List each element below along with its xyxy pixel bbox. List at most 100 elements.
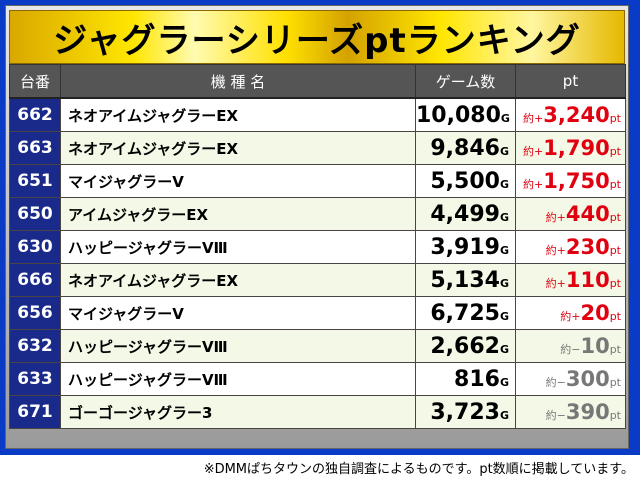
table-row: 666 ネオアイムジャグラーEX 5,134G 約+110pt [9, 263, 626, 297]
game-unit: G [499, 243, 509, 257]
pt-prefix: 約+ [523, 145, 544, 158]
table-row: 630 ハッピージャグラーⅤⅢ 3,919G 約+230pt [9, 230, 626, 264]
machine-name: マイジャグラーⅤ [60, 164, 416, 198]
game-count: 5,134G [415, 263, 516, 297]
game-unit: G [499, 342, 509, 356]
pt-prefix: 約+ [545, 211, 566, 224]
machine-number: 671 [9, 395, 61, 429]
pt-unit: pt [609, 112, 621, 125]
machine-name: ハッピージャグラーⅤⅢ [60, 329, 416, 363]
pt-prefix: 約+ [560, 310, 581, 323]
game-count: 6,725G [415, 296, 516, 330]
pt-value: 3,240 [543, 103, 610, 127]
table-row: 662 ネオアイムジャグラーEX 10,080G 約+3,240pt [9, 97, 626, 132]
game-unit: G [499, 144, 509, 158]
pt-unit: pt [609, 178, 621, 191]
game-count: 4,499G [415, 197, 516, 231]
pt-cell: 約+20pt [515, 296, 626, 330]
pt-unit: pt [609, 277, 621, 290]
pt-unit: pt [609, 343, 621, 356]
table-row: 633 ハッピージャグラーⅤⅢ 816G 約−300pt [9, 362, 626, 396]
table-row: 632 ハッピージャグラーⅤⅢ 2,662G 約−10pt [9, 329, 626, 363]
game-count: 3,723G [415, 395, 516, 429]
pt-unit: pt [609, 244, 621, 257]
machine-name: ゴーゴージャグラー3 [60, 395, 416, 429]
pt-cell: 約+110pt [515, 263, 626, 297]
game-count: 5,500G [415, 164, 516, 198]
pt-value: 20 [580, 301, 610, 325]
table-row: 663 ネオアイムジャグラーEX 9,846G 約+1,790pt [9, 131, 626, 165]
pt-unit: pt [609, 409, 621, 422]
pt-value: 10 [580, 334, 610, 358]
machine-name: ハッピージャグラーⅤⅢ [60, 230, 416, 264]
table-row: 650 アイムジャグラーEX 4,499G 約+440pt [9, 197, 626, 231]
game-unit: G [499, 408, 509, 422]
header-number: 台番 [9, 64, 61, 99]
pt-unit: pt [609, 211, 621, 224]
game-count: 3,919G [415, 230, 516, 264]
game-count-value: 6,725 [430, 300, 500, 326]
game-count-value: 10,080 [416, 102, 501, 128]
game-unit: G [499, 276, 509, 290]
game-unit: G [500, 111, 510, 125]
header-pt: pt [515, 64, 626, 99]
ranking-table: 台番 機 種 名 ゲーム数 pt 662 ネオアイムジャグラーEX 10,080… [9, 64, 626, 429]
game-count-value: 4,499 [430, 201, 500, 227]
pt-unit: pt [609, 376, 621, 389]
machine-name: アイムジャグラーEX [60, 197, 416, 231]
pt-cell: 約+230pt [515, 230, 626, 264]
game-count: 9,846G [415, 131, 516, 165]
machine-number: 630 [9, 230, 61, 264]
pt-prefix: 約− [545, 376, 566, 389]
pt-prefix: 約+ [523, 178, 544, 191]
pt-cell: 約−390pt [515, 395, 626, 429]
pt-cell: 約+1,750pt [515, 164, 626, 198]
pt-value: 1,790 [543, 136, 610, 160]
pt-value: 440 [565, 202, 610, 226]
pt-prefix: 約+ [545, 244, 566, 257]
machine-number: 632 [9, 329, 61, 363]
table-row: 651 マイジャグラーⅤ 5,500G 約+1,750pt [9, 164, 626, 198]
table-row: 671 ゴーゴージャグラー3 3,723G 約−390pt [9, 395, 626, 429]
game-count-value: 5,134 [430, 267, 500, 293]
footnote: ※DMMぱちタウンの独自調査によるものです。pt数順に掲載しています。 [203, 462, 634, 477]
game-unit: G [499, 210, 509, 224]
machine-number: 666 [9, 263, 61, 297]
machine-number: 651 [9, 164, 61, 198]
game-unit: G [499, 375, 509, 389]
pt-value: 1,750 [543, 169, 610, 193]
header-machine-name: 機 種 名 [60, 64, 416, 99]
pt-unit: pt [609, 310, 621, 323]
machine-name: ネオアイムジャグラーEX [60, 131, 416, 165]
machine-name: ハッピージャグラーⅤⅢ [60, 362, 416, 396]
pt-prefix: 約+ [523, 112, 544, 125]
pt-cell: 約+3,240pt [515, 97, 626, 132]
pt-unit: pt [609, 145, 621, 158]
pt-cell: 約+440pt [515, 197, 626, 231]
table-header: 台番 機 種 名 ゲーム数 pt [9, 64, 626, 99]
machine-number: 633 [9, 362, 61, 396]
game-count-value: 2,662 [430, 333, 500, 359]
pt-value: 300 [565, 367, 610, 391]
game-count-value: 5,500 [430, 168, 500, 194]
game-count: 816G [415, 362, 516, 396]
machine-number: 650 [9, 197, 61, 231]
game-count: 2,662G [415, 329, 516, 363]
pt-cell: 約−10pt [515, 329, 626, 363]
pt-cell: 約−300pt [515, 362, 626, 396]
pt-cell: 約+1,790pt [515, 131, 626, 165]
table-row: 656 マイジャグラーⅤ 6,725G 約+20pt [9, 296, 626, 330]
game-count-value: 3,919 [430, 234, 500, 260]
machine-number: 663 [9, 131, 61, 165]
game-count-value: 9,846 [430, 135, 500, 161]
pt-prefix: 約− [560, 343, 581, 356]
machine-number: 656 [9, 296, 61, 330]
pt-value: 390 [565, 400, 610, 424]
game-count-value: 816 [454, 366, 500, 392]
pt-value: 110 [565, 268, 610, 292]
page-title: ジャグラーシリーズptランキング [9, 10, 625, 64]
machine-number: 662 [9, 97, 61, 132]
machine-name: ネオアイムジャグラーEX [60, 263, 416, 297]
game-count: 10,080G [415, 97, 516, 132]
machine-name: マイジャグラーⅤ [60, 296, 416, 330]
